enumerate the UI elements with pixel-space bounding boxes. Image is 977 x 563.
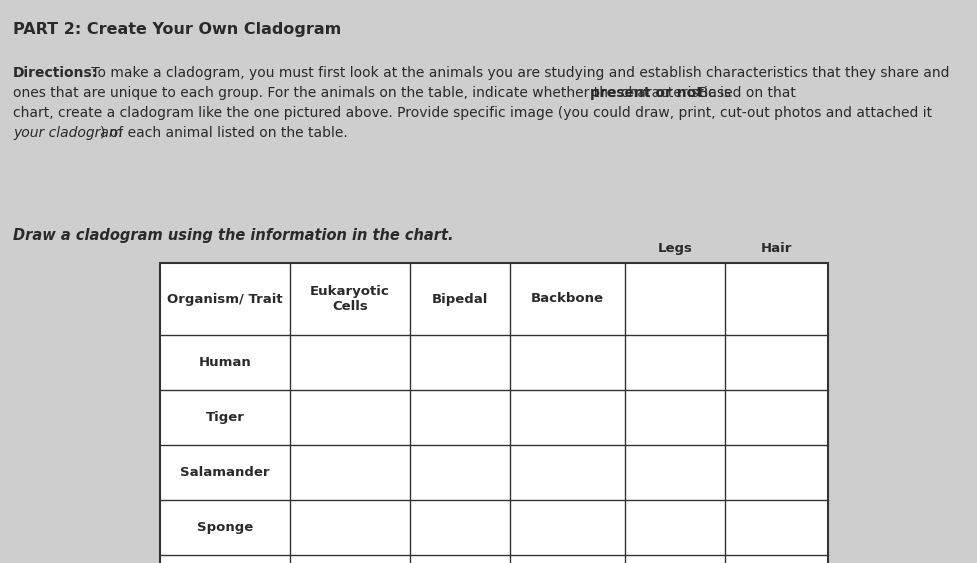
Text: Organism/ Trait: Organism/ Trait — [167, 293, 282, 306]
Text: Draw a cladogram using the information in the chart.: Draw a cladogram using the information i… — [13, 228, 453, 243]
Text: PART 2: Create Your Own Cladogram: PART 2: Create Your Own Cladogram — [13, 22, 341, 37]
Text: Backbone: Backbone — [531, 293, 604, 306]
Text: Hair: Hair — [760, 242, 791, 255]
Text: . Based on that: . Based on that — [690, 86, 795, 100]
Text: your cladogram: your cladogram — [13, 126, 122, 140]
Text: Directions:: Directions: — [13, 66, 98, 80]
Bar — [160, 263, 828, 563]
Text: To make a cladogram, you must first look at the animals you are studying and est: To make a cladogram, you must first look… — [87, 66, 949, 80]
Text: Sponge: Sponge — [196, 521, 253, 534]
Text: Legs: Legs — [657, 242, 692, 255]
Text: ) of each animal listed on the table.: ) of each animal listed on the table. — [100, 126, 348, 140]
Text: Salamander: Salamander — [180, 466, 270, 479]
Text: Tiger: Tiger — [205, 411, 244, 424]
Text: Human: Human — [198, 356, 251, 369]
Text: Eukaryotic
Cells: Eukaryotic Cells — [310, 285, 390, 313]
Text: present or not: present or not — [589, 86, 702, 100]
Text: Bipedal: Bipedal — [432, 293, 488, 306]
Text: chart, create a cladogram like the one pictured above. Provide specific image (y: chart, create a cladogram like the one p… — [13, 106, 931, 120]
Text: ones that are unique to each group. For the animals on the table, indicate wheth: ones that are unique to each group. For … — [13, 86, 735, 100]
